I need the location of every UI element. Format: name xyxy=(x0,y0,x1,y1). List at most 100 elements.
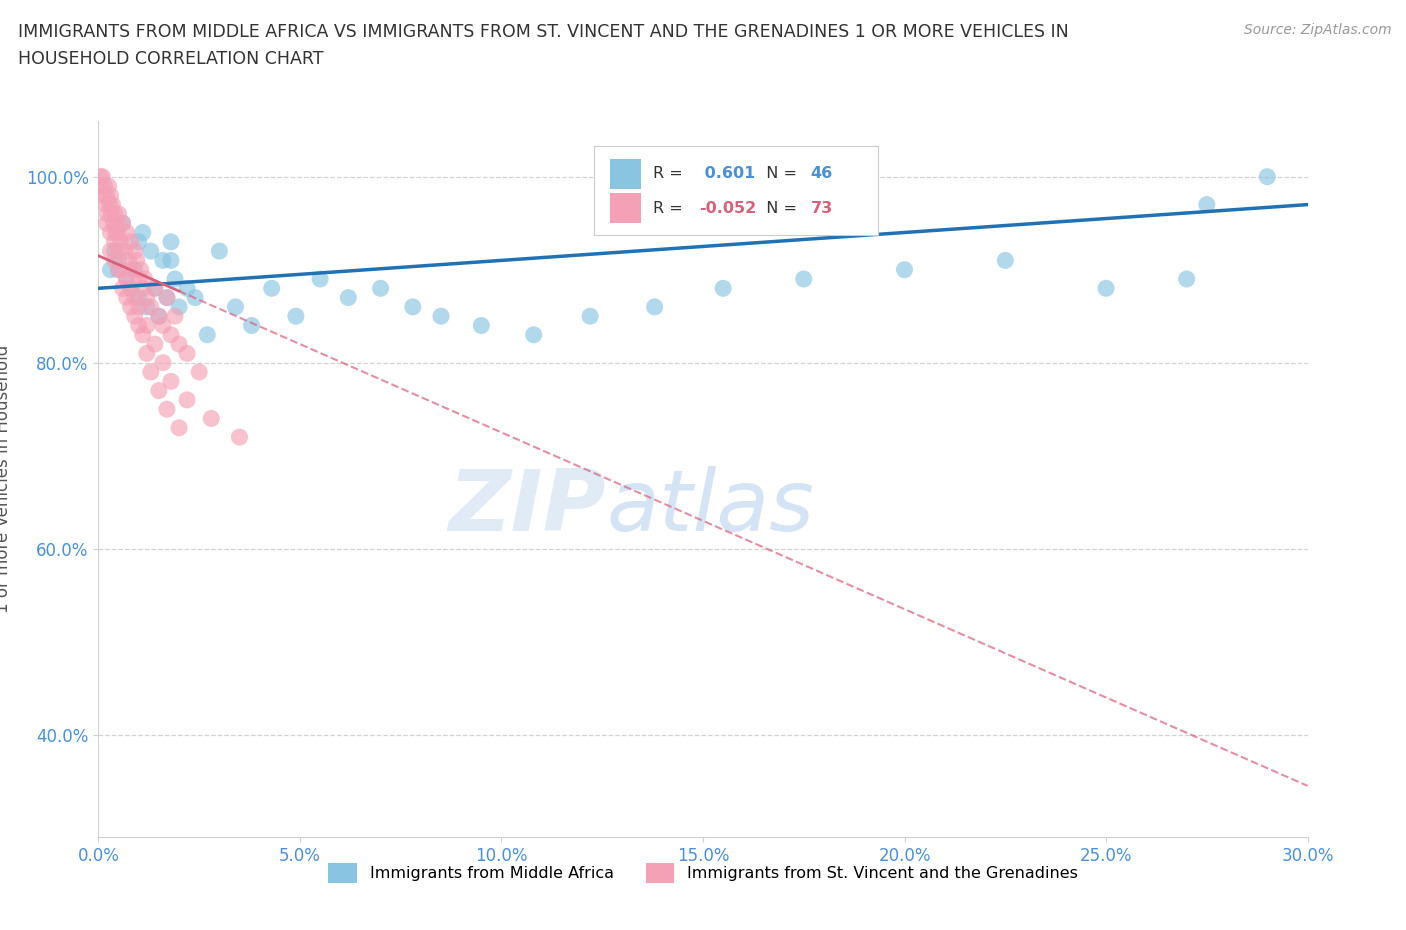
Text: -0.052: -0.052 xyxy=(699,201,756,216)
Point xyxy=(100,262,122,277)
Point xyxy=(370,281,392,296)
Point xyxy=(120,281,142,296)
Point xyxy=(156,290,179,305)
Point xyxy=(1175,272,1198,286)
Point xyxy=(139,299,162,314)
Point xyxy=(893,262,915,277)
Point xyxy=(90,179,112,193)
Point xyxy=(156,290,179,305)
Point xyxy=(156,402,179,417)
Point xyxy=(135,318,157,333)
Point xyxy=(114,244,136,259)
Point xyxy=(160,374,183,389)
Point xyxy=(124,309,146,324)
Point xyxy=(139,244,162,259)
Point xyxy=(176,346,198,361)
Point xyxy=(163,309,186,324)
Point xyxy=(260,281,283,296)
Point xyxy=(793,272,815,286)
Point xyxy=(107,206,129,221)
Legend: Immigrants from Middle Africa, Immigrants from St. Vincent and the Grenadines: Immigrants from Middle Africa, Immigrant… xyxy=(328,863,1078,883)
Point xyxy=(100,225,122,240)
Point xyxy=(115,272,138,286)
Point xyxy=(224,299,246,314)
Point xyxy=(120,281,142,296)
Point xyxy=(176,392,198,407)
Point xyxy=(148,309,170,324)
Point xyxy=(111,262,134,277)
Point xyxy=(91,188,114,203)
Point xyxy=(124,244,146,259)
Point xyxy=(128,272,150,286)
Text: IMMIGRANTS FROM MIDDLE AFRICA VS IMMIGRANTS FROM ST. VINCENT AND THE GRENADINES : IMMIGRANTS FROM MIDDLE AFRICA VS IMMIGRA… xyxy=(18,23,1069,68)
Point xyxy=(107,225,129,240)
Point xyxy=(96,206,118,221)
Text: Source: ZipAtlas.com: Source: ZipAtlas.com xyxy=(1244,23,1392,37)
Point xyxy=(711,281,734,296)
Point xyxy=(167,299,190,314)
Point xyxy=(148,309,170,324)
Point xyxy=(579,309,602,324)
Point xyxy=(100,188,122,203)
Point xyxy=(128,299,150,314)
Point xyxy=(152,355,174,370)
Point xyxy=(160,234,183,249)
Text: atlas: atlas xyxy=(606,466,814,549)
Point xyxy=(100,244,122,259)
Point xyxy=(994,253,1017,268)
FancyBboxPatch shape xyxy=(610,193,641,223)
Text: 0.601: 0.601 xyxy=(699,166,755,181)
Point xyxy=(115,272,138,286)
Text: N =: N = xyxy=(756,201,803,216)
Point xyxy=(111,216,134,231)
Point xyxy=(163,272,186,286)
Point xyxy=(644,299,666,314)
Point xyxy=(124,290,146,305)
Text: 73: 73 xyxy=(811,201,832,216)
Point xyxy=(97,179,120,193)
Text: 46: 46 xyxy=(811,166,832,181)
Point xyxy=(107,253,129,268)
Y-axis label: 1 or more Vehicles in Household: 1 or more Vehicles in Household xyxy=(0,345,11,613)
FancyBboxPatch shape xyxy=(610,159,641,189)
Point xyxy=(93,179,115,193)
Point xyxy=(1256,169,1278,184)
Point xyxy=(402,299,425,314)
Point xyxy=(103,216,125,231)
Point xyxy=(91,169,114,184)
Text: R =: R = xyxy=(654,166,689,181)
Point xyxy=(195,327,218,342)
Point xyxy=(132,225,155,240)
Point xyxy=(160,327,183,342)
Point xyxy=(152,318,174,333)
Point xyxy=(200,411,222,426)
Point xyxy=(167,337,190,352)
Point xyxy=(111,216,134,231)
Text: N =: N = xyxy=(756,166,803,181)
Point xyxy=(103,206,125,221)
Point xyxy=(128,290,150,305)
Point xyxy=(107,244,129,259)
Point xyxy=(103,244,125,259)
Point xyxy=(143,281,166,296)
Point xyxy=(135,290,157,305)
Point xyxy=(143,281,166,296)
Point xyxy=(176,281,198,296)
Point xyxy=(96,188,118,203)
Point xyxy=(124,262,146,277)
Point xyxy=(105,216,128,231)
Point xyxy=(115,290,138,305)
Point xyxy=(184,290,207,305)
Point xyxy=(188,365,211,379)
Point xyxy=(523,327,546,342)
Point xyxy=(128,234,150,249)
Point xyxy=(470,318,492,333)
Point xyxy=(1095,281,1118,296)
Point xyxy=(118,253,141,268)
Point xyxy=(121,262,143,277)
Point xyxy=(100,206,122,221)
Point xyxy=(132,281,155,296)
FancyBboxPatch shape xyxy=(595,146,879,235)
Point xyxy=(107,262,129,277)
Point xyxy=(98,197,121,212)
